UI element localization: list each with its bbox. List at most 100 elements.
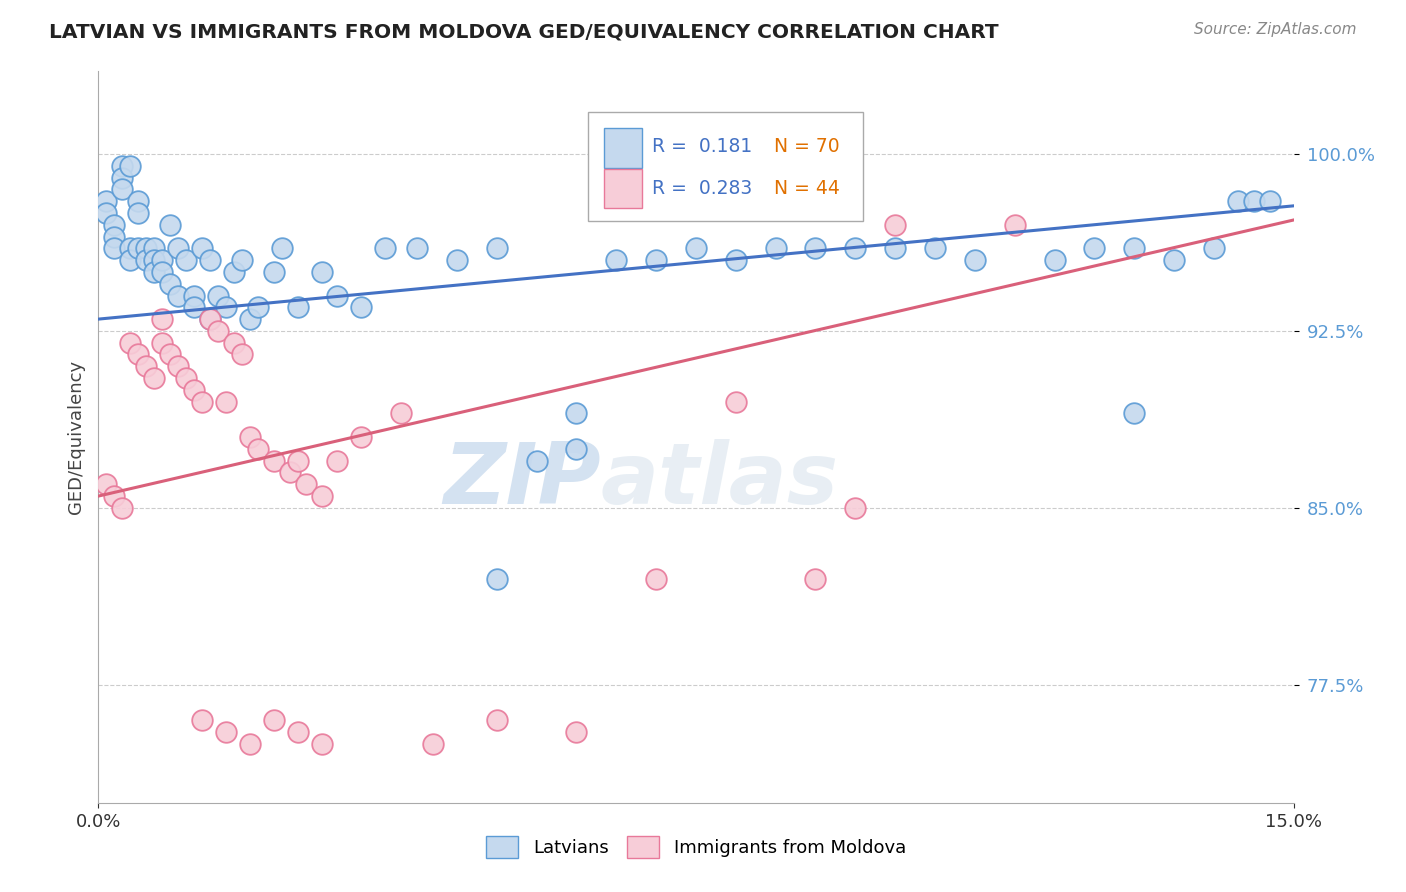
Point [103, 218, 125, 232]
Point [231, 347, 253, 361]
Point [127, 347, 149, 361]
Text: N = 70: N = 70 [773, 137, 839, 156]
Point [422, 737, 444, 751]
Point [311, 265, 333, 279]
Point [389, 407, 412, 421]
Text: R =  0.283: R = 0.283 [652, 179, 752, 198]
Point [485, 713, 508, 727]
Point [120, 159, 142, 173]
Point [844, 500, 866, 515]
Point [183, 383, 205, 397]
Point [326, 288, 349, 302]
Point [96, 477, 118, 491]
Point [150, 253, 173, 268]
Point [143, 241, 166, 255]
Point [294, 477, 316, 491]
Point [198, 253, 221, 268]
Point [222, 335, 245, 350]
Point [143, 253, 166, 268]
Point [150, 265, 173, 279]
Text: ZIP: ZIP [443, 440, 600, 523]
Point [183, 288, 205, 302]
Point [174, 253, 197, 268]
Point [287, 453, 309, 467]
Point [159, 218, 181, 232]
Point [565, 407, 588, 421]
Text: R =  0.181: R = 0.181 [652, 137, 752, 156]
FancyBboxPatch shape [589, 112, 863, 221]
Point [127, 194, 149, 208]
Point [278, 466, 301, 480]
Point [1258, 194, 1281, 208]
Point [645, 253, 668, 268]
Point [1243, 194, 1265, 208]
Point [143, 265, 166, 279]
Point [103, 229, 125, 244]
Point [159, 347, 181, 361]
Point [215, 301, 238, 315]
Point [239, 430, 262, 444]
Point [1226, 194, 1249, 208]
Point [103, 489, 125, 503]
Point [1202, 241, 1225, 255]
Text: Source: ZipAtlas.com: Source: ZipAtlas.com [1194, 22, 1357, 37]
Point [111, 500, 134, 515]
Point [311, 737, 333, 751]
Point [135, 241, 157, 255]
Point [198, 312, 221, 326]
Point [239, 312, 262, 326]
Point [270, 241, 292, 255]
Point [263, 453, 285, 467]
FancyBboxPatch shape [605, 128, 643, 168]
Point [884, 241, 907, 255]
Point [246, 301, 269, 315]
Point [246, 442, 269, 456]
Point [311, 489, 333, 503]
Point [685, 241, 707, 255]
Point [120, 241, 142, 255]
Text: LATVIAN VS IMMIGRANTS FROM MOLDOVA GED/EQUIVALENCY CORRELATION CHART: LATVIAN VS IMMIGRANTS FROM MOLDOVA GED/E… [49, 22, 998, 41]
Point [191, 394, 214, 409]
Legend: Latvians, Immigrants from Moldova: Latvians, Immigrants from Moldova [477, 827, 915, 867]
Point [526, 453, 548, 467]
Point [167, 359, 190, 374]
FancyBboxPatch shape [605, 169, 643, 208]
Point [215, 725, 238, 739]
Point [1123, 407, 1146, 421]
Point [350, 430, 373, 444]
Point [231, 253, 253, 268]
Point [135, 253, 157, 268]
Point [485, 241, 508, 255]
Point [239, 737, 262, 751]
Point [263, 713, 285, 727]
Point [406, 241, 429, 255]
Point [96, 206, 118, 220]
Y-axis label: GED/Equivalency: GED/Equivalency [66, 360, 84, 514]
Point [1004, 218, 1026, 232]
Point [565, 725, 588, 739]
Point [287, 725, 309, 739]
Point [174, 371, 197, 385]
Point [183, 301, 205, 315]
Point [143, 371, 166, 385]
Point [1163, 253, 1185, 268]
Point [374, 241, 396, 255]
Text: atlas: atlas [600, 440, 838, 523]
Point [127, 206, 149, 220]
Point [135, 359, 157, 374]
Point [96, 194, 118, 208]
Point [1083, 241, 1105, 255]
Point [963, 253, 986, 268]
Point [150, 335, 173, 350]
Point [127, 241, 149, 255]
Point [765, 241, 787, 255]
Point [1043, 253, 1066, 268]
Point [191, 241, 214, 255]
Point [724, 394, 747, 409]
Point [207, 288, 229, 302]
Point [120, 335, 142, 350]
Point [924, 241, 946, 255]
Point [167, 288, 190, 302]
Point [111, 182, 134, 196]
Point [120, 253, 142, 268]
